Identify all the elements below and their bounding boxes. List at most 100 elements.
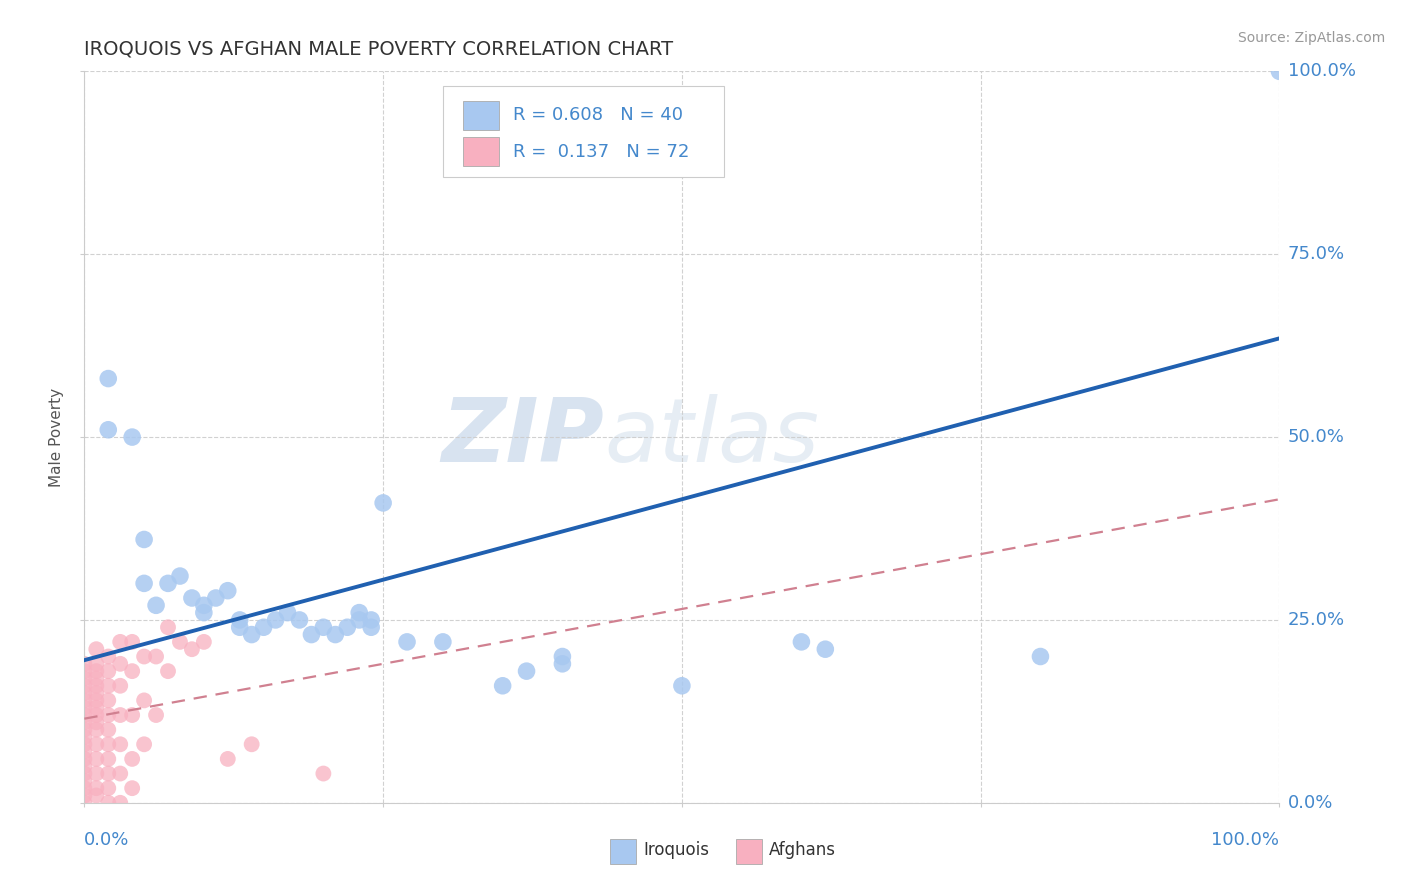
Point	[110, 737, 132, 751]
Point	[73, 657, 96, 671]
Point	[229, 613, 252, 627]
Point	[97, 649, 120, 664]
Point	[97, 796, 120, 810]
Point	[86, 789, 108, 803]
Text: Source: ZipAtlas.com: Source: ZipAtlas.com	[1237, 31, 1385, 45]
Point	[169, 635, 191, 649]
Point	[86, 752, 108, 766]
Point	[121, 708, 143, 723]
Point	[121, 752, 143, 766]
Point	[86, 723, 108, 737]
Point	[360, 620, 382, 634]
Point	[169, 569, 191, 583]
Point	[97, 423, 120, 437]
Text: 100.0%: 100.0%	[1212, 830, 1279, 848]
Point	[110, 657, 132, 671]
Point	[97, 752, 120, 766]
Point	[73, 700, 96, 714]
Point	[240, 627, 263, 641]
Point	[73, 708, 96, 723]
Point	[73, 773, 96, 788]
Point	[73, 759, 96, 773]
Point	[288, 613, 311, 627]
Point	[1268, 64, 1291, 78]
Text: Afghans: Afghans	[769, 841, 837, 859]
Point	[229, 620, 252, 634]
Point	[349, 606, 371, 620]
Point	[110, 679, 132, 693]
Point	[145, 708, 167, 723]
Point	[86, 766, 108, 780]
FancyBboxPatch shape	[463, 101, 499, 130]
Point	[73, 686, 96, 700]
Point	[97, 679, 120, 693]
Point	[86, 693, 108, 707]
FancyBboxPatch shape	[610, 838, 637, 863]
FancyBboxPatch shape	[735, 838, 762, 863]
Point	[73, 781, 96, 796]
Point	[360, 613, 382, 627]
Point	[73, 766, 96, 780]
Point	[73, 745, 96, 759]
Point	[73, 664, 96, 678]
Point	[312, 766, 335, 780]
Point	[121, 781, 143, 796]
Point	[193, 635, 215, 649]
Point	[97, 766, 120, 780]
Point	[205, 591, 228, 605]
Text: IROQUOIS VS AFGHAN MALE POVERTY CORRELATION CHART: IROQUOIS VS AFGHAN MALE POVERTY CORRELAT…	[84, 39, 673, 59]
Point	[492, 679, 515, 693]
Text: 100.0%: 100.0%	[1288, 62, 1355, 80]
Point	[86, 664, 108, 678]
Point	[110, 708, 132, 723]
Point	[97, 723, 120, 737]
Text: R =  0.137   N = 72: R = 0.137 N = 72	[513, 143, 690, 161]
Point	[217, 583, 239, 598]
Point	[73, 796, 96, 810]
Point	[157, 664, 180, 678]
Point	[132, 576, 156, 591]
FancyBboxPatch shape	[463, 137, 499, 167]
Point	[73, 723, 96, 737]
Text: Iroquois: Iroquois	[644, 841, 710, 859]
Point	[253, 620, 276, 634]
Point	[73, 693, 96, 707]
Point	[240, 737, 263, 751]
Point	[145, 649, 167, 664]
Point	[551, 657, 574, 671]
Point	[551, 649, 574, 664]
Point	[193, 606, 215, 620]
Point	[121, 664, 143, 678]
Point	[86, 686, 108, 700]
Point	[110, 766, 132, 780]
Point	[86, 737, 108, 751]
Point	[301, 627, 323, 641]
Point	[97, 693, 120, 707]
Point	[86, 672, 108, 686]
Point	[97, 708, 120, 723]
Point	[121, 635, 143, 649]
Point	[86, 715, 108, 730]
Point	[73, 789, 96, 803]
Point	[157, 620, 180, 634]
Point	[373, 496, 395, 510]
Point	[110, 635, 132, 649]
Text: 0.0%: 0.0%	[84, 830, 129, 848]
Text: R = 0.608   N = 40: R = 0.608 N = 40	[513, 106, 683, 124]
Point	[73, 752, 96, 766]
Point	[73, 715, 96, 730]
Point	[432, 635, 454, 649]
Point	[396, 635, 419, 649]
Point	[73, 679, 96, 693]
Point	[97, 371, 120, 385]
Point	[349, 613, 371, 627]
Point	[73, 672, 96, 686]
Point	[325, 627, 347, 641]
Point	[217, 752, 239, 766]
Point	[132, 649, 156, 664]
Point	[516, 664, 538, 678]
Point	[132, 737, 156, 751]
Text: 75.0%: 75.0%	[1288, 245, 1346, 263]
Point	[1029, 649, 1052, 664]
Point	[181, 642, 204, 657]
